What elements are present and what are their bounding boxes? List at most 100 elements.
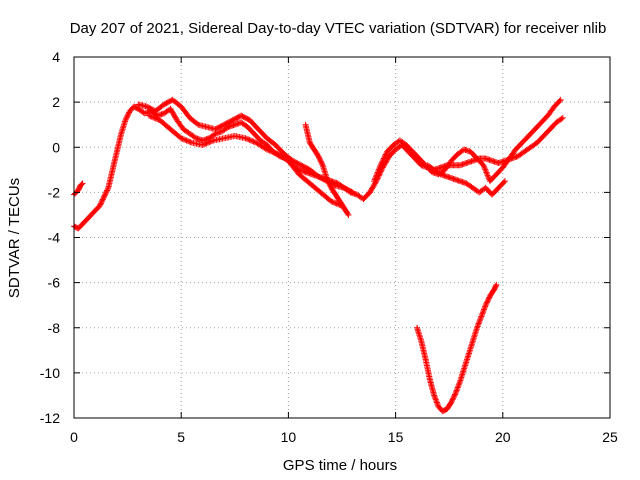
data-point-marker xyxy=(191,134,198,141)
data-point-marker xyxy=(479,309,486,316)
data-point-marker xyxy=(125,110,132,117)
data-point-marker xyxy=(242,135,249,142)
data-point-marker xyxy=(249,138,256,145)
data-point-marker xyxy=(151,114,158,121)
y-tick-label: 4 xyxy=(52,49,60,65)
data-point-marker xyxy=(476,319,483,326)
data-point-marker xyxy=(203,140,210,147)
data-point-marker xyxy=(97,200,104,207)
data-point-marker xyxy=(432,396,439,403)
data-point-marker xyxy=(479,310,486,317)
data-point-marker xyxy=(377,162,384,169)
data-point-marker xyxy=(369,184,376,191)
data-point-marker xyxy=(206,139,213,146)
data-point-marker xyxy=(448,397,455,404)
data-point-marker xyxy=(317,157,324,164)
data-point-marker xyxy=(344,210,351,217)
data-point-marker xyxy=(480,307,487,314)
data-point-marker xyxy=(433,398,440,405)
data-point-marker xyxy=(179,135,186,142)
data-point-marker xyxy=(433,399,440,406)
data-point-marker xyxy=(263,146,270,153)
data-point-marker xyxy=(325,179,332,186)
data-point-marker xyxy=(148,113,155,120)
data-point-marker xyxy=(436,170,443,177)
data-point-marker xyxy=(123,114,130,121)
data-point-marker xyxy=(79,180,86,187)
data-point-marker xyxy=(211,131,218,138)
data-point-marker xyxy=(372,175,379,182)
data-point-marker xyxy=(171,112,178,119)
data-point-marker xyxy=(492,283,499,290)
series-evening-dips xyxy=(424,162,508,198)
data-point-marker xyxy=(154,116,161,123)
data-point-marker xyxy=(371,176,378,183)
data-point-marker xyxy=(484,170,491,177)
data-point-marker xyxy=(316,155,323,162)
data-point-marker xyxy=(147,113,154,120)
data-point-marker xyxy=(376,165,383,172)
data-point-marker xyxy=(480,162,487,169)
data-point-marker xyxy=(452,391,459,398)
data-point-marker xyxy=(124,113,131,120)
data-point-marker xyxy=(146,112,153,119)
data-point-marker xyxy=(381,154,388,161)
data-point-marker xyxy=(168,108,175,115)
data-point-marker xyxy=(485,297,492,304)
data-point-marker xyxy=(431,392,438,399)
data-point-marker xyxy=(180,136,187,143)
data-point-marker xyxy=(327,182,334,189)
data-point-marker xyxy=(245,136,252,143)
data-point-marker xyxy=(559,114,566,121)
data-point-marker xyxy=(481,165,488,172)
data-point-marker xyxy=(207,138,214,145)
data-point-marker xyxy=(482,303,489,310)
data-point-marker xyxy=(267,148,274,155)
y-tick-label: -2 xyxy=(48,184,61,200)
data-point-marker xyxy=(247,137,254,144)
data-point-marker xyxy=(251,139,258,146)
data-point-marker xyxy=(454,385,461,392)
x-tick-label: 5 xyxy=(177,429,185,445)
data-point-marker xyxy=(187,139,194,146)
data-point-marker xyxy=(432,395,439,402)
data-point-marker xyxy=(243,135,250,142)
data-point-marker xyxy=(375,168,382,175)
data-point-marker xyxy=(104,186,111,193)
data-point-marker xyxy=(478,313,485,320)
data-point-marker xyxy=(272,149,278,156)
data-point-marker xyxy=(250,138,257,145)
data-point-marker xyxy=(452,390,459,397)
data-point-marker xyxy=(323,175,330,182)
data-point-marker xyxy=(456,380,463,387)
data-point-marker xyxy=(186,138,193,145)
data-point-marker xyxy=(270,149,277,156)
data-point-marker xyxy=(453,387,460,394)
data-point-marker xyxy=(373,172,380,179)
y-tick-label: -6 xyxy=(48,275,61,291)
data-point-marker xyxy=(375,166,382,173)
data-point-marker xyxy=(269,148,276,155)
data-point-marker xyxy=(183,137,190,144)
data-point-marker xyxy=(184,138,191,145)
data-point-marker xyxy=(100,195,107,202)
data-point-marker xyxy=(477,314,484,321)
data-point-marker xyxy=(262,145,269,152)
data-point-marker xyxy=(315,153,322,160)
data-point-marker xyxy=(481,306,488,313)
data-point-marker xyxy=(378,160,385,167)
data-point-marker xyxy=(200,141,207,148)
data-point-marker xyxy=(449,396,456,403)
data-point-marker xyxy=(103,188,110,195)
data-point-marker xyxy=(324,177,331,184)
data-point-marker xyxy=(379,158,386,165)
data-point-marker xyxy=(317,158,324,165)
data-point-marker xyxy=(501,178,508,185)
data-point-marker xyxy=(485,295,492,302)
data-point-marker xyxy=(202,140,209,147)
data-point-marker xyxy=(152,115,159,122)
data-point-marker xyxy=(493,281,500,288)
data-point-marker xyxy=(450,394,457,401)
data-point-marker xyxy=(500,179,507,186)
